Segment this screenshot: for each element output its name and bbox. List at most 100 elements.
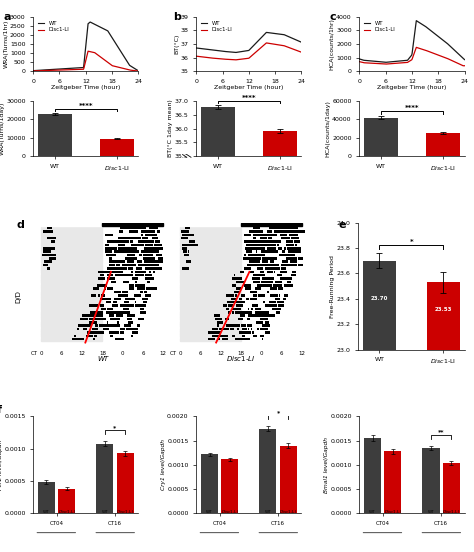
Bar <box>122 311 126 314</box>
Text: WT: WT <box>101 511 108 514</box>
Bar <box>154 251 159 253</box>
Bar <box>77 328 79 330</box>
Bar <box>242 311 246 314</box>
Bar <box>236 277 238 280</box>
Bar <box>129 227 136 229</box>
Text: 6: 6 <box>60 351 64 356</box>
Bar <box>82 328 87 330</box>
Bar <box>120 251 125 253</box>
Bar <box>276 311 278 314</box>
Bar <box>264 280 266 283</box>
Bar <box>113 331 119 334</box>
Bar <box>239 331 246 334</box>
Bar <box>132 331 137 334</box>
Bar <box>124 325 129 327</box>
Bar <box>109 267 113 270</box>
Bar <box>104 318 106 320</box>
Bar <box>262 261 268 263</box>
Bar <box>180 250 241 253</box>
Bar <box>132 230 138 233</box>
Bar <box>131 274 133 277</box>
Bar <box>107 240 116 243</box>
Bar <box>279 294 280 296</box>
Bar <box>256 233 264 236</box>
Bar <box>293 237 299 240</box>
Bar <box>112 304 116 307</box>
Bar <box>257 311 263 314</box>
Bar <box>131 335 134 337</box>
Bar <box>147 243 153 246</box>
Bar <box>244 257 246 259</box>
Bar <box>267 280 269 283</box>
Bar <box>98 294 100 296</box>
Bar <box>288 251 290 253</box>
Bar <box>89 321 93 323</box>
Bar <box>95 331 102 334</box>
Bar <box>106 251 111 253</box>
Bar <box>106 270 110 273</box>
Bar <box>42 314 102 317</box>
Bar <box>244 257 248 259</box>
Bar <box>74 335 76 337</box>
Bar <box>247 264 249 267</box>
Bar <box>234 274 235 277</box>
Bar <box>42 331 102 334</box>
Bar <box>114 261 121 263</box>
Bar <box>285 227 292 229</box>
Text: ****: **** <box>79 103 93 109</box>
Bar <box>215 335 218 337</box>
Bar <box>119 227 125 229</box>
Bar <box>75 335 76 337</box>
Bar <box>112 261 114 263</box>
Bar <box>96 318 100 320</box>
Bar <box>180 274 241 277</box>
Bar <box>262 251 265 253</box>
Bar <box>134 294 137 296</box>
Bar <box>110 270 117 273</box>
Bar <box>256 254 265 256</box>
Bar <box>94 311 95 314</box>
Bar <box>148 264 155 267</box>
Bar <box>254 264 256 267</box>
Bar <box>293 251 301 253</box>
Bar <box>264 318 266 320</box>
Bar <box>129 237 136 240</box>
Bar <box>228 294 234 296</box>
Bar <box>47 237 54 240</box>
Bar <box>287 257 291 259</box>
Bar <box>142 243 145 246</box>
Bar <box>115 240 119 243</box>
Bar <box>91 321 97 323</box>
Bar <box>89 325 91 327</box>
Bar <box>149 277 154 280</box>
Text: 6: 6 <box>141 351 145 356</box>
Bar <box>228 304 233 307</box>
Bar <box>237 288 240 290</box>
Bar <box>51 240 55 243</box>
Text: *: * <box>276 410 280 415</box>
Bar <box>95 318 101 320</box>
Bar <box>275 267 279 270</box>
Bar <box>190 240 194 243</box>
Bar <box>113 267 119 270</box>
Bar <box>42 250 102 253</box>
Bar <box>287 280 291 283</box>
Bar <box>287 284 293 286</box>
Bar <box>237 304 243 307</box>
Text: a: a <box>4 12 11 22</box>
Bar <box>219 335 223 337</box>
Bar <box>42 260 102 263</box>
Bar <box>118 267 125 270</box>
Bar <box>246 243 252 246</box>
Bar <box>224 304 227 307</box>
Text: *: * <box>113 425 117 430</box>
Bar <box>91 294 92 296</box>
Bar <box>253 227 260 229</box>
Bar <box>78 325 83 327</box>
Bar <box>132 251 139 253</box>
Bar <box>269 257 275 259</box>
Bar <box>297 230 305 233</box>
Bar <box>267 267 273 270</box>
Bar <box>282 237 290 240</box>
Bar <box>139 243 143 246</box>
